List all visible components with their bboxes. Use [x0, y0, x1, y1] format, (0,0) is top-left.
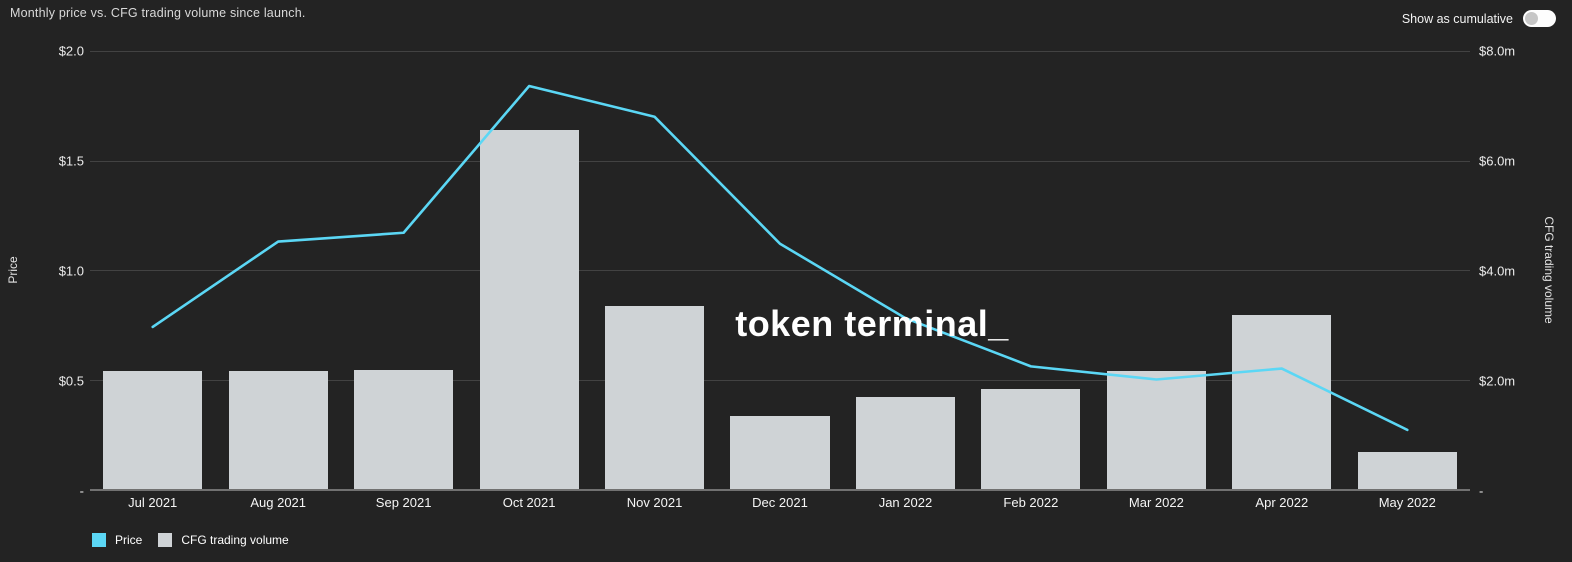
legend-item-cfg-trading-volume[interactable]: CFG trading volume [158, 533, 289, 547]
bar-slot [843, 51, 968, 489]
x-axis-label: Dec 2021 [752, 495, 808, 510]
bar-slot [1219, 51, 1344, 489]
x-axis-label: Sep 2021 [375, 495, 432, 510]
right-tick-label: $6.0m [1479, 153, 1516, 169]
gridline [90, 51, 1470, 52]
x-axis-label: Jul 2021 [128, 495, 178, 510]
x-axis-labels: Jul 2021 Aug 2021 Sep 2021 Oct 2021 Nov 2021… [90, 495, 1470, 510]
toggle-knob-icon [1525, 12, 1538, 25]
bar-slot [90, 51, 215, 489]
volume-legend-swatch-icon [158, 533, 173, 547]
right-axis-ticks: $8.0m $6.0m $4.0m $2.0m - [1479, 44, 1569, 499]
chart-title: Monthly price vs. CFG trading volume sin… [10, 6, 306, 20]
plot-area: token terminal_ [90, 51, 1470, 491]
bar-slot [1094, 51, 1219, 489]
left-tick-label: $2.0 [58, 43, 84, 59]
volume-bar[interactable] [479, 130, 579, 489]
volume-bar[interactable] [730, 416, 830, 489]
volume-bar[interactable] [1106, 371, 1206, 489]
left-tick-label: $1.0 [58, 263, 84, 279]
bar-slot [1345, 51, 1470, 489]
volume-bar[interactable] [1357, 452, 1457, 489]
volume-bars [90, 51, 1470, 489]
volume-legend-label: CFG trading volume [181, 533, 289, 547]
bar-slot [968, 51, 1093, 489]
left-tick-label: - [79, 483, 84, 499]
volume-bar[interactable] [855, 397, 955, 489]
x-axis-label: Aug 2021 [250, 495, 307, 510]
right-tick-label: $2.0m [1479, 373, 1516, 389]
bar-slot [717, 51, 842, 489]
right-tick-label: $8.0m [1479, 43, 1516, 59]
x-axis-label: Feb 2022 [1003, 495, 1059, 510]
volume-bar[interactable] [103, 371, 203, 489]
volume-bar[interactable] [981, 389, 1081, 489]
right-tick-label: $4.0m [1479, 263, 1516, 279]
volume-bar[interactable] [228, 371, 328, 489]
bar-slot [215, 51, 340, 489]
cumulative-toggle-switch[interactable] [1523, 10, 1556, 27]
bar-slot [466, 51, 591, 489]
cumulative-toggle-group: Show as cumulative [1402, 10, 1556, 27]
price-legend-label: Price [115, 533, 143, 547]
left-tick-label: $0.5 [58, 373, 84, 389]
chart-legend: Price CFG trading volume [92, 533, 289, 547]
x-axis-label: May 2022 [1378, 495, 1436, 510]
cumulative-toggle-label: Show as cumulative [1401, 11, 1513, 26]
x-axis-label: Mar 2022 [1128, 495, 1184, 510]
left-tick-label: $1.5 [58, 153, 84, 169]
right-tick-label: - [1479, 483, 1484, 499]
legend-item-price[interactable]: Price [92, 533, 142, 547]
price-legend-swatch-icon [92, 533, 106, 547]
bar-slot [592, 51, 717, 489]
x-axis-label: Oct 2021 [502, 495, 556, 510]
volume-bar[interactable] [1232, 315, 1332, 489]
token-terminal-watermark: token terminal_ [735, 303, 1009, 344]
x-axis-label: Nov 2021 [626, 495, 683, 510]
x-axis-label: Jan 2022 [878, 495, 933, 510]
volume-bar[interactable] [604, 306, 705, 489]
x-axis-label: Apr 2022 [1255, 495, 1309, 510]
volume-bar[interactable] [354, 369, 454, 489]
left-axis-ticks: $2.0 $1.5 $1.0 $0.5 - [0, 44, 84, 499]
bar-slot [341, 51, 466, 489]
